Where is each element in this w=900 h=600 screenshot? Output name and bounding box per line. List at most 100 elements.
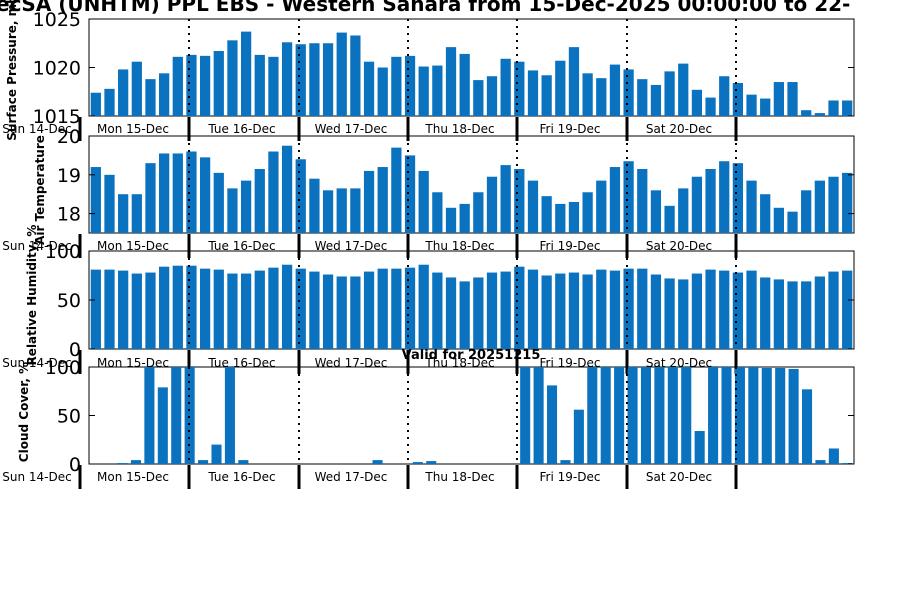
bar xyxy=(199,55,211,116)
bar xyxy=(654,367,665,464)
figure-title: ecSA (UNHTM) PPL EBS - Western Sahara fr… xyxy=(0,0,850,16)
bar xyxy=(609,64,621,116)
bar xyxy=(667,367,678,464)
y-tick-label: 50 xyxy=(57,406,81,428)
bar xyxy=(555,203,566,233)
bar xyxy=(760,277,771,349)
bar xyxy=(541,196,552,233)
x-tick-label: Sat 20-Dec xyxy=(646,239,712,253)
bar xyxy=(104,88,115,116)
bar xyxy=(426,461,437,464)
bar xyxy=(391,268,402,349)
bar xyxy=(721,367,732,464)
bar xyxy=(732,272,744,349)
bar xyxy=(240,180,252,233)
bar xyxy=(691,176,703,233)
bar xyxy=(295,268,306,349)
panel-3: Sun 14-Dec Mon 15-Dec Tue 16-Dec Wed 17-Dec… xyxy=(2,225,855,374)
bar xyxy=(787,281,798,349)
bar xyxy=(172,56,183,116)
bar xyxy=(828,448,839,464)
bar xyxy=(732,163,744,233)
bar xyxy=(445,277,457,349)
bar xyxy=(623,268,634,349)
bar xyxy=(694,431,705,464)
bar xyxy=(240,31,252,116)
y-axis-label: Relative Humidity, % xyxy=(25,225,39,366)
bar xyxy=(637,168,648,233)
bar xyxy=(664,205,675,233)
bar xyxy=(145,272,156,349)
bar xyxy=(691,273,703,349)
bar xyxy=(787,82,798,116)
bar xyxy=(828,176,839,233)
bar xyxy=(568,272,580,349)
bar xyxy=(131,194,142,233)
bar xyxy=(486,176,498,233)
y-tick-label: 18 xyxy=(57,204,81,226)
bar xyxy=(404,267,416,349)
bar xyxy=(268,56,279,116)
bar xyxy=(486,76,498,116)
bar xyxy=(377,268,388,349)
bar xyxy=(227,188,238,233)
bar xyxy=(486,272,498,349)
bar xyxy=(377,67,388,116)
bar xyxy=(801,281,812,349)
bar xyxy=(568,201,580,233)
x-tick-label: Sun 14-Dec xyxy=(2,356,71,370)
bar xyxy=(573,409,584,464)
bar xyxy=(199,268,211,349)
y-axis-label: Cloud Cover, % xyxy=(17,362,31,462)
bar xyxy=(773,207,784,233)
bar xyxy=(814,276,825,349)
bar xyxy=(432,65,443,116)
x-tick-label: Wed 17-Dec xyxy=(315,470,388,484)
bar xyxy=(787,211,798,233)
bar xyxy=(788,368,799,464)
bar xyxy=(691,89,703,116)
bar xyxy=(118,194,129,233)
bar xyxy=(118,69,129,116)
bar xyxy=(213,51,224,117)
bar xyxy=(828,271,839,349)
bar xyxy=(213,269,224,349)
bar xyxy=(640,367,652,464)
bar xyxy=(281,42,293,116)
x-tick-label: Mon 15-Dec xyxy=(97,122,169,136)
bar xyxy=(761,367,772,464)
x-tick-label: Sat 20-Dec xyxy=(646,122,712,136)
bar xyxy=(705,269,716,349)
bar xyxy=(527,269,539,349)
bar xyxy=(775,367,786,464)
bar xyxy=(404,55,416,116)
bar xyxy=(224,367,235,464)
bar xyxy=(600,367,611,464)
bar xyxy=(664,278,675,349)
bar xyxy=(773,82,784,116)
bar xyxy=(609,167,621,233)
bar xyxy=(199,157,211,233)
bar xyxy=(514,61,525,116)
bar xyxy=(363,271,375,349)
bar xyxy=(520,367,531,464)
y-tick-label: 100 xyxy=(45,241,81,263)
bar xyxy=(268,267,279,349)
bar xyxy=(596,180,607,233)
bar xyxy=(350,35,361,116)
bar xyxy=(145,163,156,233)
x-tick-label: Thu 18-Dec xyxy=(424,470,494,484)
bar xyxy=(842,172,853,233)
bar xyxy=(678,188,689,233)
bar xyxy=(533,367,544,464)
x-tick-label: Wed 17-Dec xyxy=(315,356,388,370)
bar xyxy=(336,188,347,233)
bar xyxy=(336,32,347,116)
bar xyxy=(773,279,784,349)
bar xyxy=(391,56,402,116)
bar xyxy=(650,84,662,116)
bar xyxy=(238,460,249,464)
bar xyxy=(90,269,101,349)
bar xyxy=(159,266,170,349)
y-axis-label: Air Temperature xyxy=(33,135,47,245)
